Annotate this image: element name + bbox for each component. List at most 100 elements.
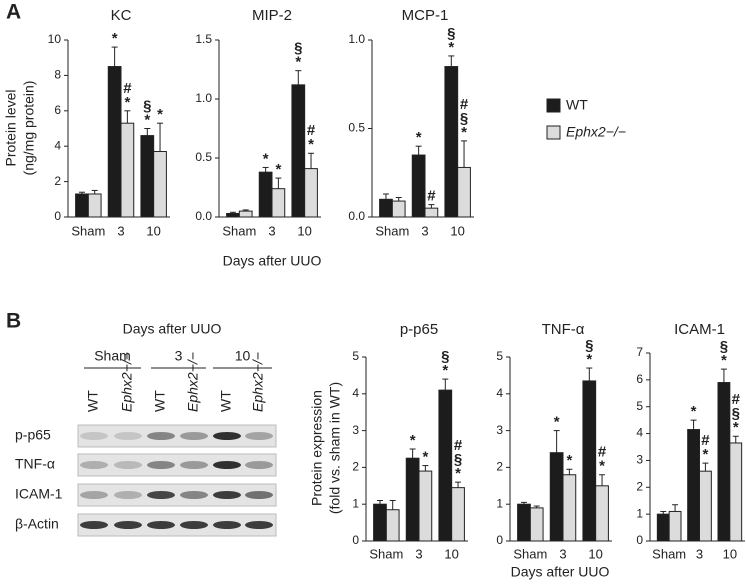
- blot-band: [245, 521, 273, 529]
- bar: [717, 382, 731, 542]
- significance-mark: §: [294, 40, 302, 57]
- significance-mark: *: [410, 432, 416, 449]
- significance-mark: §: [460, 110, 468, 127]
- y-tick-label: 4: [54, 138, 61, 152]
- blot-strip: [77, 453, 277, 477]
- y-tick-label: 0: [496, 533, 503, 547]
- significance-mark: #: [307, 122, 316, 139]
- blot-band: [147, 461, 175, 469]
- blot-row-label: p-p65: [15, 427, 51, 443]
- y-tick-label: 3: [496, 423, 503, 437]
- bar: [120, 122, 135, 218]
- blot-title: Days after UUO: [123, 321, 222, 337]
- y-tick-label: 1.0: [195, 91, 212, 105]
- bar: [687, 429, 700, 542]
- significance-mark: *: [157, 106, 163, 123]
- y-tick-label: 7: [636, 345, 643, 359]
- significance-mark: *: [275, 161, 281, 178]
- panel-label: A: [6, 1, 21, 24]
- blot-band: [114, 491, 142, 499]
- x-tick-label: 3: [696, 546, 703, 561]
- y-tick-label: 5: [352, 349, 359, 363]
- significance-mark: *: [599, 458, 605, 475]
- blot-row-label: β-Actin: [15, 516, 59, 532]
- blot-band: [213, 521, 241, 529]
- significance-mark: §: [447, 25, 455, 42]
- significance-mark: #: [701, 432, 710, 449]
- y-tick-label: 2: [636, 479, 643, 493]
- blot-band: [180, 461, 208, 469]
- significance-mark: *: [586, 351, 592, 368]
- blot-band: [147, 521, 175, 529]
- legend-label: Ephx2−/−: [566, 124, 626, 140]
- x-tick-label: 10: [297, 223, 311, 238]
- x-axis-label: Days after UUO: [223, 253, 322, 269]
- bar: [451, 487, 465, 542]
- x-tick-label: 3: [559, 546, 566, 561]
- significance-mark: *: [295, 54, 301, 71]
- y-tick-label: 0.0: [195, 209, 212, 223]
- panel-label: B: [6, 310, 21, 333]
- blot-band: [147, 491, 175, 499]
- bar: [424, 207, 439, 218]
- x-tick-label: 3: [268, 223, 275, 238]
- y-tick-label: 0: [636, 533, 643, 547]
- y-tick-label: 0: [54, 209, 61, 223]
- blot-band: [114, 521, 142, 529]
- blot-band: [114, 461, 142, 469]
- y-tick-label: 2: [54, 174, 61, 188]
- significance-mark: §: [143, 97, 151, 114]
- lane-label: WT: [152, 390, 168, 412]
- y-axis-label: (ng/mg protein): [21, 81, 37, 176]
- lane-group-label: 10: [235, 348, 251, 364]
- lane-label: Ephx2−/−: [119, 352, 135, 412]
- blot-band: [245, 461, 273, 469]
- x-tick-label: 10: [588, 546, 602, 561]
- y-tick-label: 5: [636, 399, 643, 413]
- bar: [668, 510, 682, 542]
- chart-title: p-p65: [400, 321, 438, 338]
- x-tick-label: 10: [723, 546, 737, 561]
- blot-band: [80, 521, 108, 529]
- bar: [438, 389, 453, 542]
- chart-title: MIP-2: [252, 7, 292, 24]
- y-tick-label: 4: [496, 386, 503, 400]
- x-tick-label: Sham: [222, 223, 256, 238]
- chart-title: MCP-1: [402, 7, 449, 24]
- blot-band: [213, 432, 241, 440]
- lane-label: Ephx2−/−: [250, 352, 266, 412]
- significance-mark: *: [455, 465, 461, 482]
- x-tick-label: Sham: [513, 546, 547, 561]
- bar: [418, 470, 433, 542]
- bar: [291, 84, 306, 218]
- legend-swatch: [546, 98, 561, 113]
- blot-band: [180, 432, 208, 440]
- y-tick-label: 1.5: [195, 32, 212, 46]
- y-tick-label: 1: [352, 496, 359, 510]
- significance-mark: §: [720, 338, 728, 355]
- bar: [411, 154, 426, 218]
- significance-mark: *: [416, 129, 422, 146]
- significance-mark: #: [123, 80, 132, 97]
- blot-strip: [77, 513, 277, 537]
- bar: [549, 452, 564, 542]
- bar: [529, 507, 544, 542]
- significance-mark: *: [263, 150, 269, 167]
- lane-label: Ephx2−/−: [185, 352, 201, 412]
- blot-band: [245, 491, 273, 499]
- blot-strip: [77, 424, 277, 448]
- y-tick-label: 10: [48, 32, 62, 46]
- blot-band: [180, 491, 208, 499]
- bar: [373, 503, 387, 542]
- significance-mark: #: [454, 437, 463, 454]
- lane-group-label: 3: [175, 348, 183, 364]
- y-tick-label: 1: [636, 506, 643, 520]
- blot-band: [213, 461, 241, 469]
- significance-mark: *: [702, 446, 708, 463]
- x-tick-label: 10: [146, 223, 160, 238]
- x-tick-label: 3: [415, 546, 422, 561]
- y-axis-label: (fold vs. sham in WT): [327, 382, 343, 514]
- x-tick-label: Sham: [369, 546, 403, 561]
- significance-mark: *: [124, 94, 130, 111]
- significance-mark: *: [112, 30, 118, 47]
